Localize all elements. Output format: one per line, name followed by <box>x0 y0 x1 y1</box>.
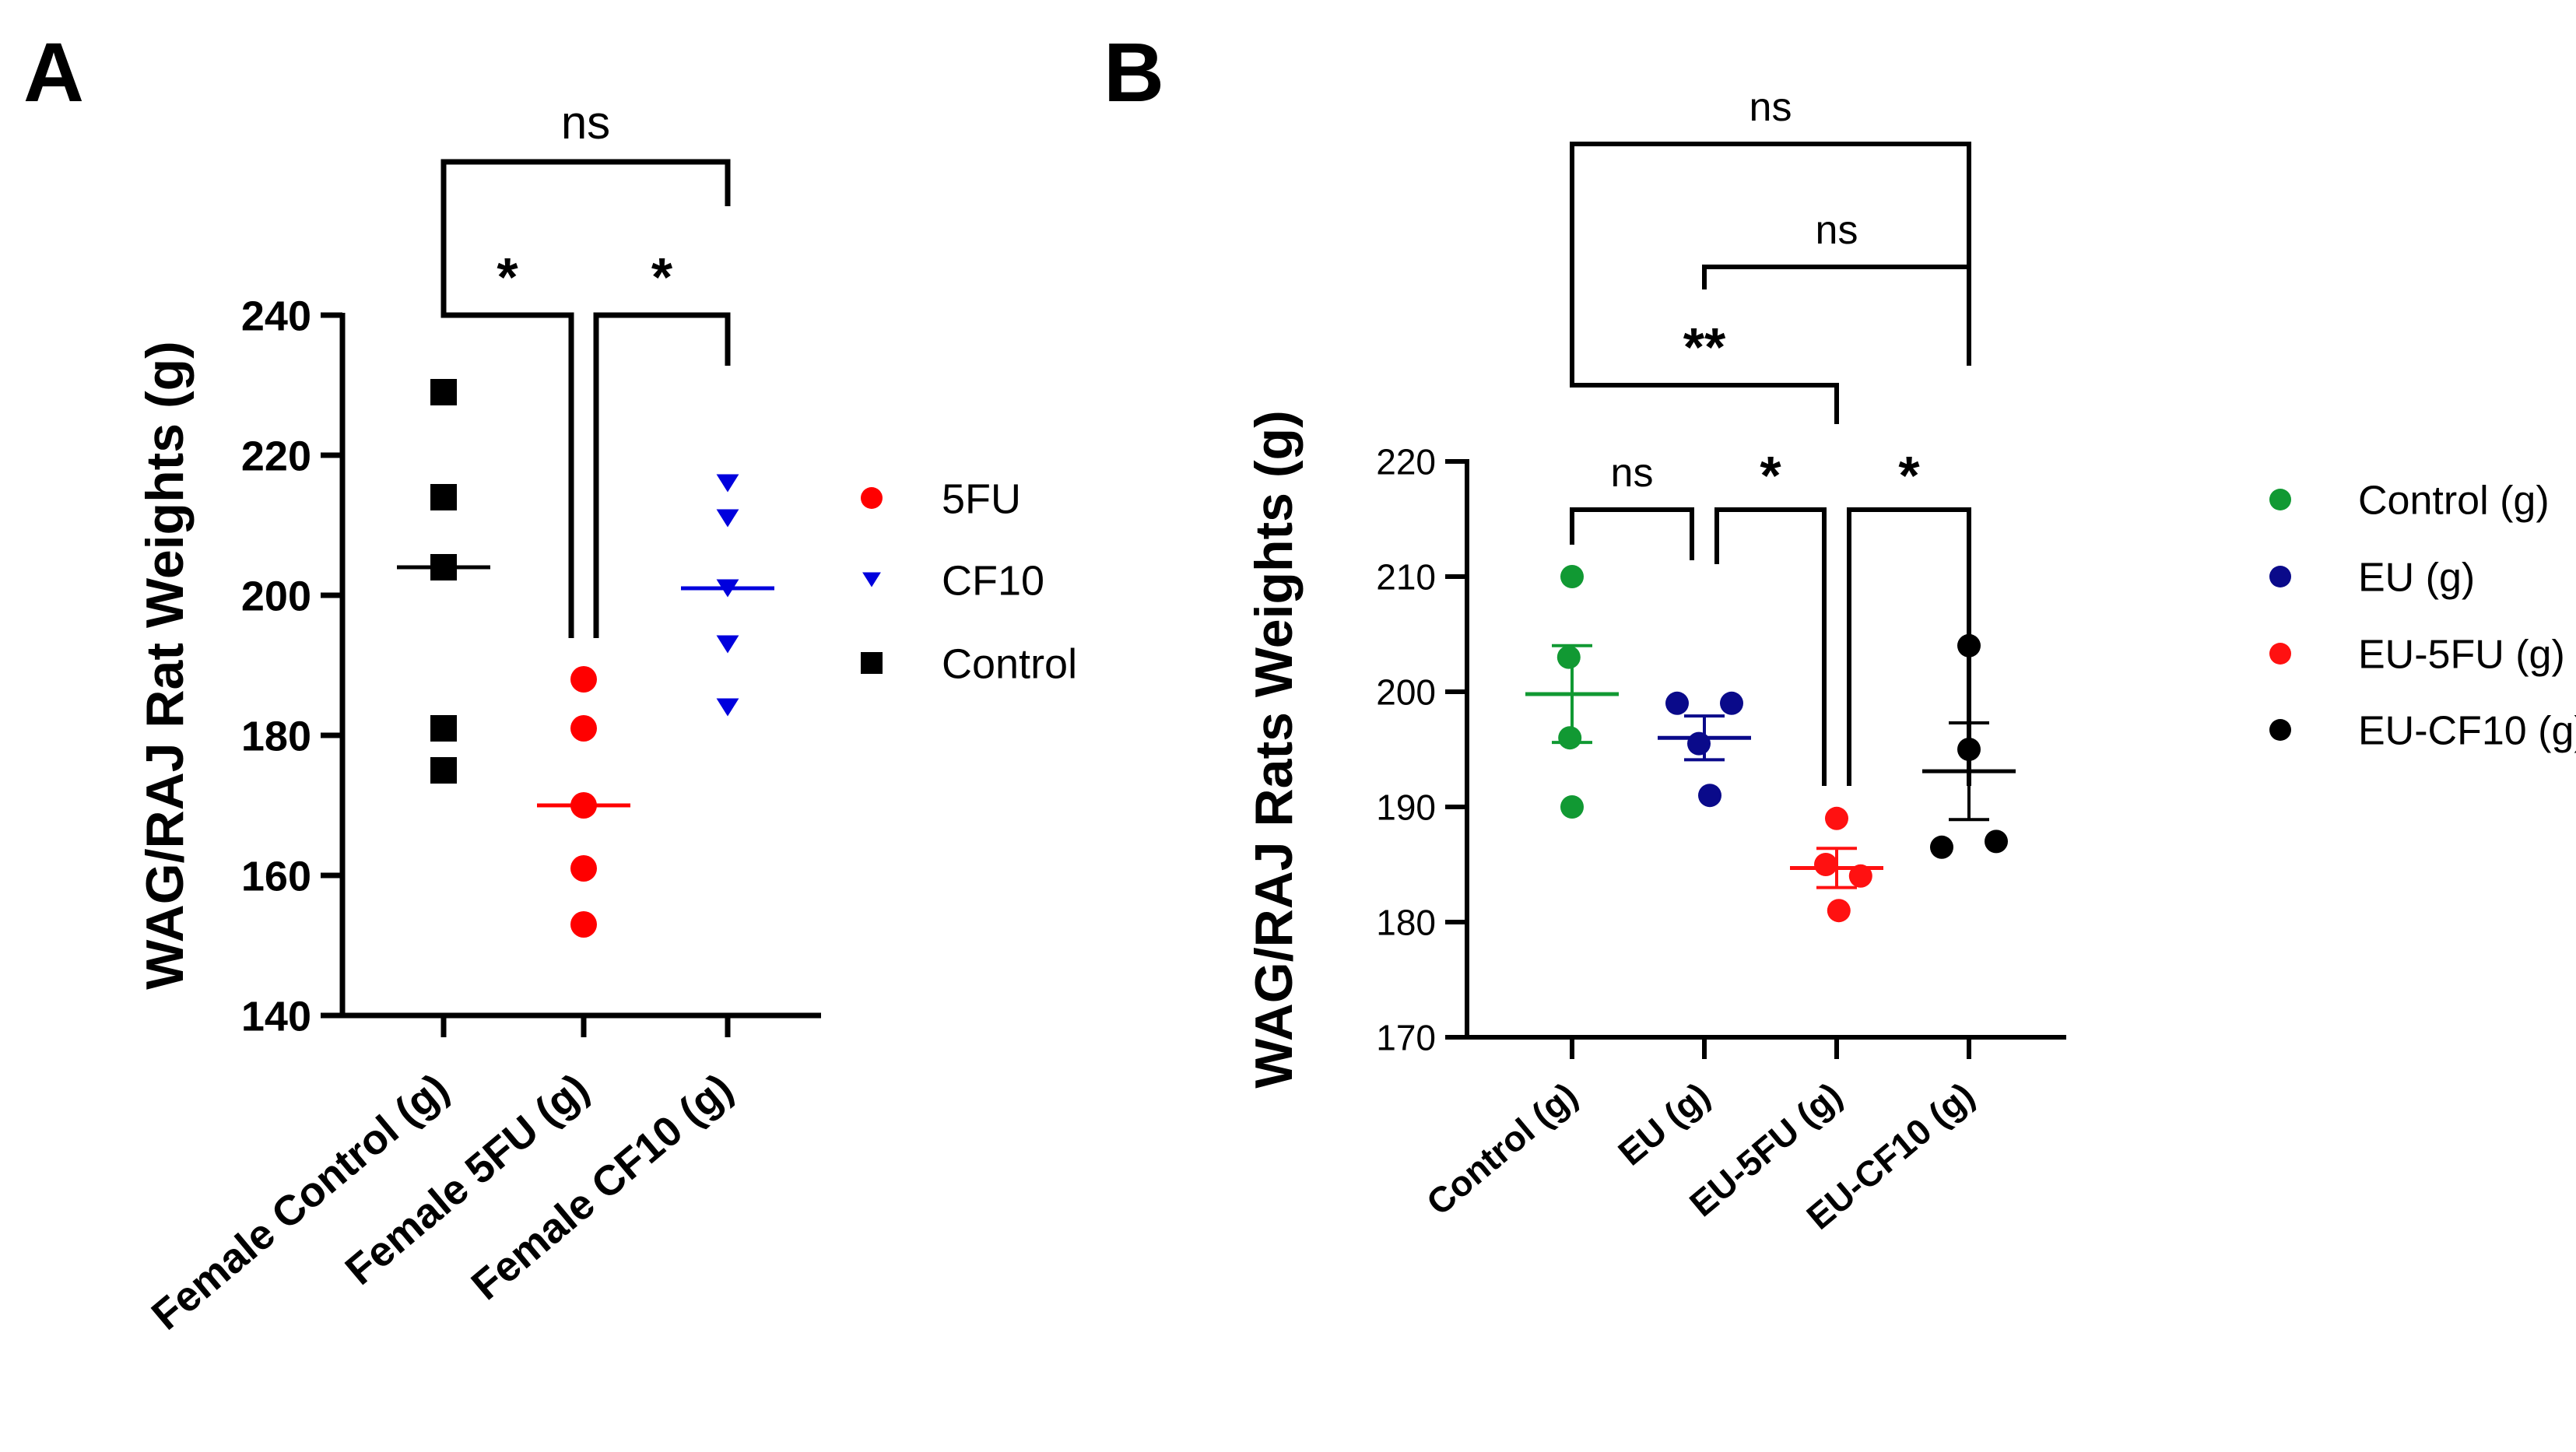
y-tick-label: 190 <box>1376 787 1436 828</box>
series-5fu <box>537 666 630 938</box>
panel-label: B <box>1104 25 1164 119</box>
y-tick-label: 180 <box>241 713 311 759</box>
data-point <box>1560 795 1584 819</box>
legend-label: Control <box>942 640 1077 687</box>
legend-label: 5FU <box>942 475 1021 522</box>
bracket-line <box>1570 507 1694 560</box>
legend-marker <box>2269 566 2291 587</box>
x-category-label: Control (g) <box>1419 1075 1585 1223</box>
x-category-label: Female CF10 (g) <box>463 1064 742 1309</box>
x-category-label: Female 5FU (g) <box>337 1064 598 1294</box>
significance-label: * <box>1760 445 1781 506</box>
legend-label: EU (g) <box>2358 556 2475 601</box>
data-point <box>430 379 457 405</box>
significance-label: * <box>497 247 518 307</box>
y-tick-label: 220 <box>241 433 311 479</box>
data-point <box>570 911 597 938</box>
significance-bracket: * <box>1847 445 1971 786</box>
data-point <box>1720 691 1743 715</box>
significance-bracket: * <box>1714 445 1827 786</box>
y-tick-label: 180 <box>1376 903 1436 943</box>
chart-panel-A: A 140 160 180 200 220 240 WAG/RAJ Rat Weights (… <box>23 25 1077 1339</box>
data-point <box>1698 784 1721 808</box>
y-axis-label: WAG/RAJ Rats Weights (g) <box>1244 410 1304 1088</box>
significance-label: ns <box>1750 85 1792 130</box>
legend: 5FU CF10 Control <box>861 475 1077 687</box>
series-eu-g <box>1658 691 1751 808</box>
bracket-line <box>1702 265 1971 366</box>
bracket-line <box>1570 354 1839 424</box>
bracket-line <box>593 312 731 638</box>
panel-label: A <box>23 25 84 119</box>
data-point <box>1560 565 1584 588</box>
significance-bracket: * <box>440 247 574 638</box>
y-tick-label: 210 <box>1376 557 1436 598</box>
data-point <box>1665 691 1689 715</box>
legend-marker <box>2269 489 2291 510</box>
significance-label: * <box>651 247 673 307</box>
data-point <box>1985 829 2008 854</box>
significance-bracket: ns <box>440 96 731 268</box>
legend-marker <box>862 572 881 587</box>
data-point <box>1930 835 1953 859</box>
data-point <box>1556 645 1581 669</box>
data-point <box>716 698 739 717</box>
legend-marker <box>861 652 883 674</box>
legend-marker <box>2269 719 2291 741</box>
significance-label: ** <box>1683 317 1726 377</box>
y-tick-label: 240 <box>241 293 311 339</box>
data-point <box>430 484 457 510</box>
series-eu-5fu-g <box>1790 806 1883 923</box>
y-tick-label: 170 <box>1376 1018 1436 1058</box>
series-cf10 <box>681 474 774 717</box>
significance-label: ns <box>1611 451 1654 496</box>
y-tick-label: 220 <box>1376 442 1436 482</box>
data-point <box>1814 853 1837 876</box>
bracket-line <box>1570 142 1971 366</box>
legend-label: EU-CF10 (g) <box>2358 709 2576 754</box>
legend: Control (g) EU (g) EU-5FU (g) EU-CF10 (g) <box>2269 479 2576 754</box>
data-point <box>430 757 457 784</box>
series-control <box>397 379 490 784</box>
y-tick-label: 140 <box>241 993 311 1040</box>
data-point <box>570 666 597 693</box>
legend-marker <box>2269 643 2291 665</box>
significance-bracket: ** <box>1570 317 1839 424</box>
significance-bracket: * <box>593 247 731 638</box>
significance-label: ns <box>561 96 610 149</box>
data-point <box>716 474 739 493</box>
significance-bracket: ns <box>1570 85 1971 366</box>
data-point <box>570 715 597 742</box>
data-point <box>1558 726 1582 750</box>
data-point <box>716 635 739 654</box>
bracket-line <box>1714 507 1827 786</box>
data-point <box>570 855 597 882</box>
data-point <box>1687 731 1711 756</box>
significance-bracket: ns <box>1702 208 1971 366</box>
y-axis-label: WAG/RAJ Rat Weights (g) <box>135 341 195 990</box>
significance-label: ns <box>1816 208 1858 253</box>
significance-bracket: ns <box>1570 451 1694 560</box>
legend-label: CF10 <box>942 557 1044 604</box>
data-point <box>716 509 739 528</box>
legend-marker <box>861 487 883 509</box>
chart-panel-B: B 170 180 190 200 210 220 WAG/RAJ Rats Weights … <box>1104 25 2576 1237</box>
y-tick-label: 200 <box>1376 672 1436 713</box>
bracket-line <box>1847 507 1971 786</box>
significance-label: * <box>1898 445 1920 506</box>
legend-label: Control (g) <box>2358 479 2550 524</box>
y-tick-label: 200 <box>241 573 311 619</box>
bracket-line <box>440 159 731 268</box>
y-tick-label: 160 <box>241 853 311 900</box>
legend-label: EU-5FU (g) <box>2358 633 2565 678</box>
data-point <box>1827 899 1851 923</box>
data-point <box>430 715 457 742</box>
bracket-line <box>440 268 574 638</box>
data-point <box>1848 864 1872 888</box>
series-control-g <box>1525 565 1619 819</box>
data-point <box>1825 806 1848 830</box>
x-category-label: EU (g) <box>1610 1075 1717 1173</box>
